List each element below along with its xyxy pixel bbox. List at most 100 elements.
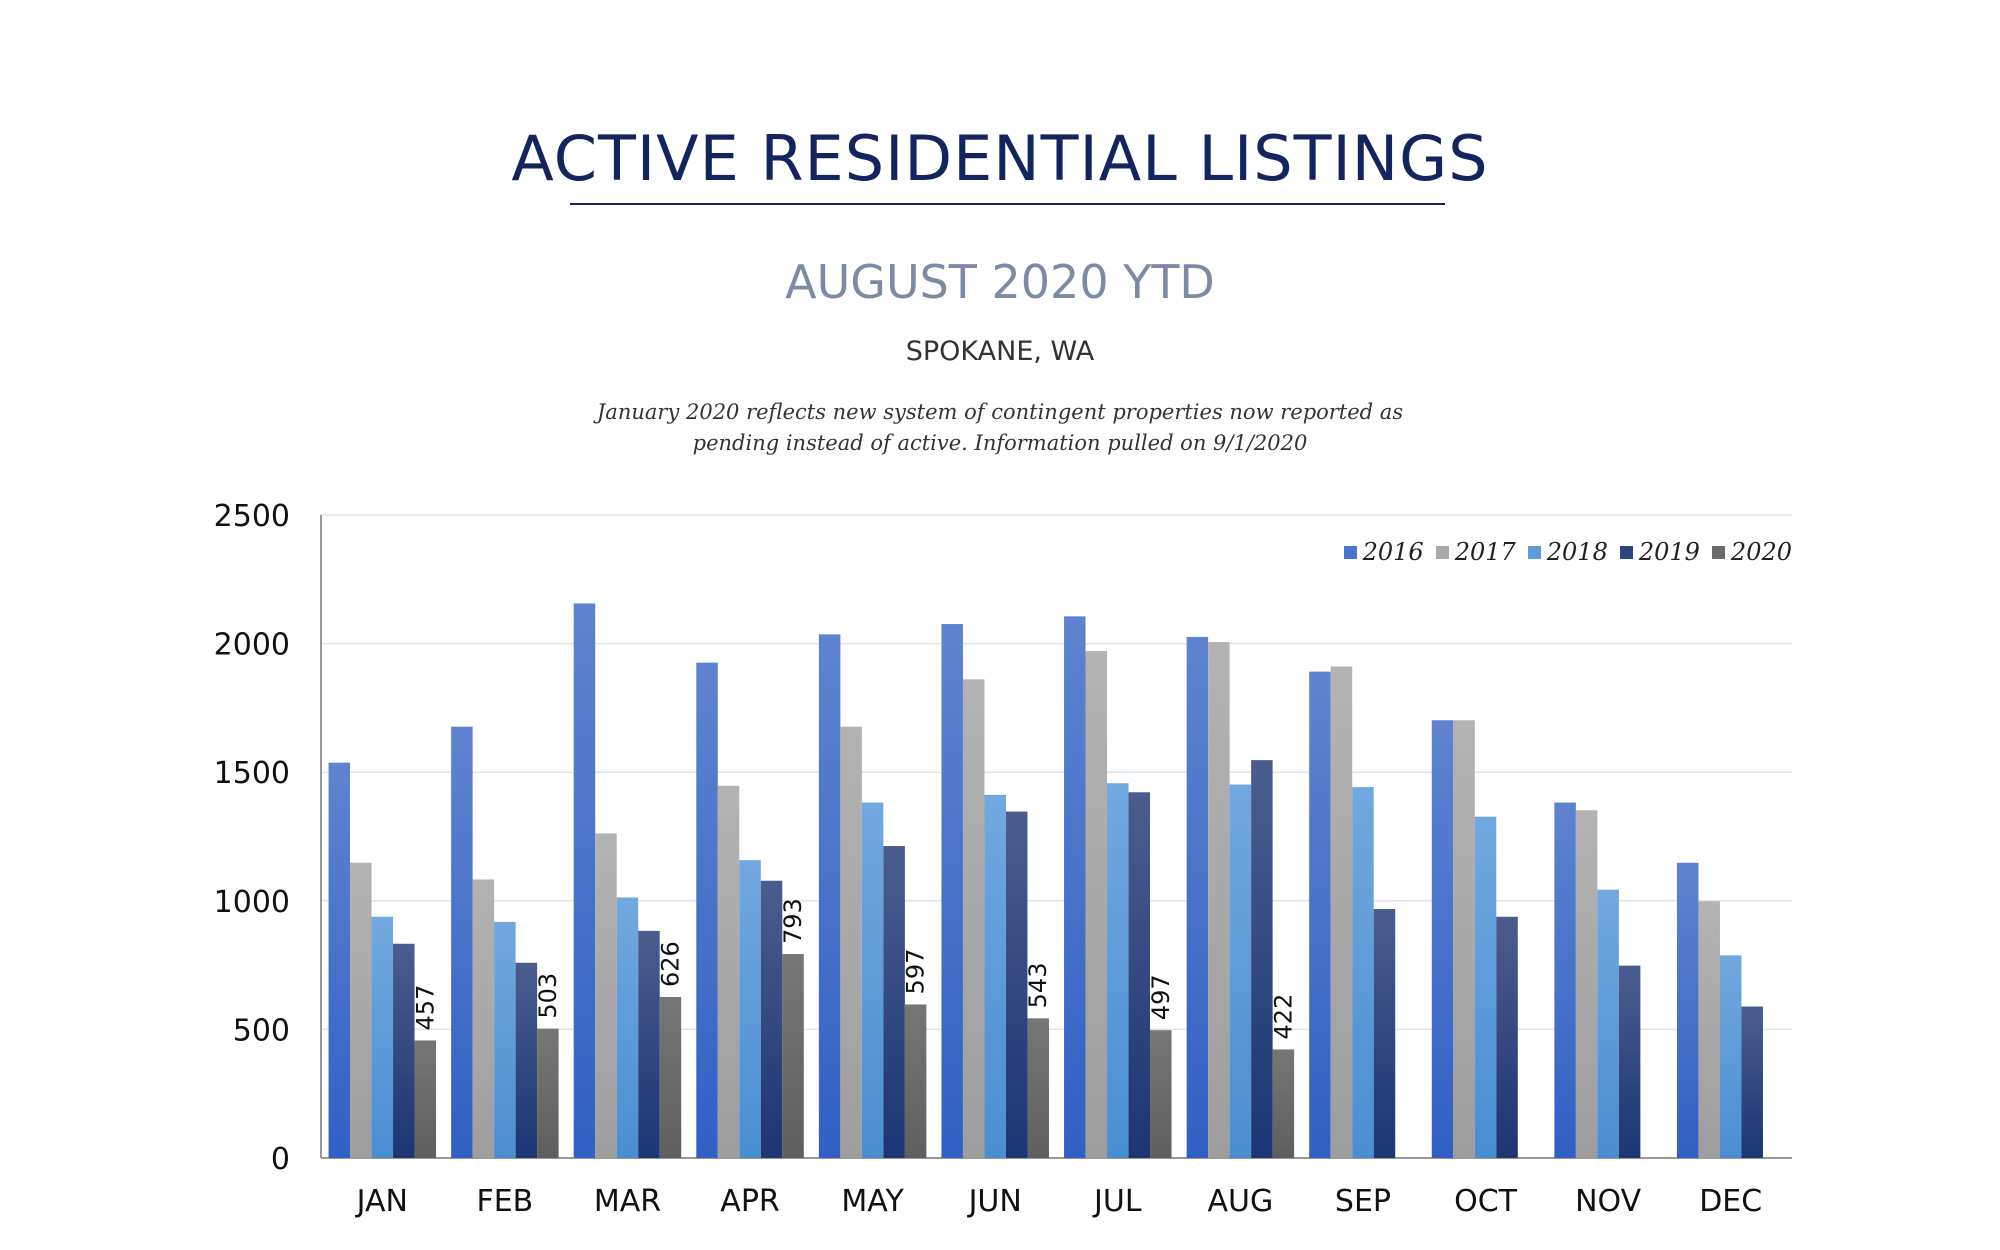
bar-2017-apr [717, 785, 740, 1158]
bar-2017-jan [350, 862, 372, 1158]
bar-2019-jan [393, 943, 415, 1158]
x-tick-label: JUL [1092, 1184, 1142, 1219]
legend-item-2016: 2016 [1343, 538, 1424, 566]
bar-2016-dec [1676, 862, 1699, 1158]
bar-2016-jan [328, 762, 351, 1158]
bar-2019-feb [515, 962, 538, 1158]
legend-swatch [1619, 545, 1633, 559]
legend-item-2018: 2018 [1527, 538, 1608, 566]
y-tick-label: 2500 [214, 499, 290, 534]
bar-2017-aug [1208, 642, 1230, 1158]
bar-2018-feb [494, 921, 516, 1158]
bar-2019-may [883, 846, 905, 1158]
legend-item-2020: 2020 [1711, 538, 1792, 566]
bar-2018-sep [1352, 787, 1374, 1158]
bar-2017-mar [595, 833, 617, 1158]
bar-2017-feb [472, 879, 495, 1158]
title-underline [570, 203, 1445, 205]
x-tick-label: OCT [1454, 1184, 1518, 1219]
bar-2016-nov [1554, 802, 1576, 1158]
note-line-2: pending instead of active. Information p… [692, 431, 1308, 455]
legend-label: 2018 [1546, 538, 1608, 566]
x-tick-label: JAN [355, 1184, 408, 1219]
bar-2016-mar [573, 603, 596, 1158]
x-tick-label: SEP [1335, 1184, 1391, 1219]
bar-2018-may [861, 802, 884, 1158]
bar-2017-jul [1085, 651, 1108, 1158]
note-line-1: January 2020 reflects new system of cont… [596, 400, 1404, 424]
bar-2019-mar [638, 930, 660, 1158]
bar-2018-jun [984, 794, 1006, 1158]
legend-item-2017: 2017 [1435, 538, 1516, 566]
data-label: 543 [1024, 963, 1052, 1009]
bar-2018-mar [616, 897, 639, 1158]
y-tick-label: 1500 [214, 756, 290, 791]
legend-label: 2020 [1730, 538, 1792, 566]
bar-2016-jul [1064, 616, 1086, 1158]
bar-2020-jul [1150, 1030, 1172, 1158]
bar-2017-sep [1330, 666, 1353, 1158]
chart-title: ACTIVE RESIDENTIAL LISTINGS [511, 122, 1489, 195]
x-tick-label: APR [720, 1184, 779, 1219]
x-tick-label: MAY [841, 1184, 904, 1219]
bar-2016-oct [1431, 720, 1454, 1158]
data-label: 503 [534, 973, 562, 1019]
legend-label: 2016 [1362, 538, 1424, 566]
bar-2020-feb [537, 1028, 559, 1158]
legend-label: 2017 [1454, 538, 1516, 566]
bar-2020-jan [414, 1040, 437, 1158]
bar-2017-may [840, 726, 862, 1158]
bar-2018-jan [371, 916, 394, 1158]
bar-2019-jul [1128, 792, 1151, 1158]
bar-2016-apr [696, 662, 718, 1158]
data-label: 422 [1269, 994, 1297, 1040]
legend-swatch [1527, 545, 1541, 559]
x-tick-label: JUN [967, 1184, 1022, 1219]
bar-2020-mar [659, 996, 682, 1158]
legend: 2016 2017 2018 2019 2020 [1343, 538, 1792, 566]
bar-2016-jun [941, 624, 963, 1158]
bar-2019-apr [760, 880, 783, 1158]
y-tick-label: 500 [233, 1013, 290, 1048]
bar-2016-sep [1309, 671, 1331, 1158]
chart-subtitle: AUGUST 2020 YTD [785, 255, 1215, 309]
bar-2018-oct [1474, 816, 1497, 1158]
bar-2016-feb [451, 726, 473, 1158]
x-tick-label: FEB [476, 1184, 533, 1219]
legend-label: 2019 [1638, 538, 1700, 566]
bar-2018-aug [1229, 784, 1252, 1158]
bar-2017-oct [1453, 720, 1475, 1158]
data-label: 597 [902, 949, 930, 995]
bar-2017-nov [1575, 810, 1598, 1158]
bar-2020-apr [782, 954, 804, 1158]
x-tick-label: NOV [1575, 1184, 1642, 1219]
data-label: 497 [1147, 974, 1175, 1020]
bar-2020-may [904, 1004, 927, 1158]
bar-2018-jul [1107, 783, 1129, 1158]
x-tick-label: MAR [594, 1184, 661, 1219]
bar-2016-may [818, 634, 841, 1158]
data-label: 793 [779, 898, 807, 944]
y-tick-label: 2000 [214, 628, 290, 663]
bar-2020-jun [1027, 1018, 1049, 1158]
x-tick-label: AUG [1208, 1184, 1274, 1219]
legend-swatch [1711, 545, 1725, 559]
bar-2019-aug [1251, 760, 1273, 1158]
location-label: SPOKANE, WA [905, 336, 1095, 367]
bar-2019-nov [1618, 965, 1641, 1158]
legend-swatch [1435, 545, 1449, 559]
bar-2019-jun [1005, 811, 1028, 1158]
bar-2019-sep [1373, 909, 1396, 1158]
x-tick-label: DEC [1699, 1184, 1762, 1219]
legend-item-2019: 2019 [1619, 538, 1700, 566]
bar-2016-aug [1186, 636, 1209, 1158]
bar-2018-nov [1597, 889, 1619, 1158]
bar-2019-dec [1741, 1006, 1763, 1158]
bar-2017-dec [1698, 901, 1720, 1158]
bar-2017-jun [962, 679, 985, 1158]
bar-2018-apr [739, 860, 761, 1158]
data-label: 457 [411, 985, 439, 1031]
y-tick-label: 0 [271, 1142, 290, 1177]
bar-2018-dec [1719, 955, 1742, 1158]
